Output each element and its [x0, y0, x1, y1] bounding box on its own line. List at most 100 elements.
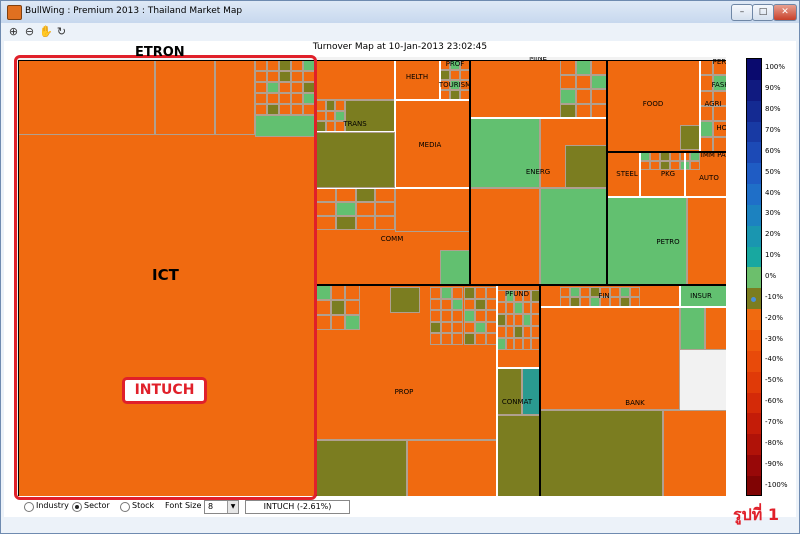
stock-cell[interactable]: [690, 152, 700, 161]
stock-cell[interactable]: [441, 333, 453, 345]
stock-cell[interactable]: [531, 326, 540, 338]
stock-cell[interactable]: [485, 310, 497, 322]
stock-cell[interactable]: [345, 285, 360, 300]
stock-cell[interactable]: [267, 93, 279, 104]
stock-cell[interactable]: [316, 60, 395, 100]
stock-cell[interactable]: [441, 298, 453, 311]
stock-cell[interactable]: [291, 82, 303, 93]
stock-cell[interactable]: [325, 110, 336, 122]
stock-cell[interactable]: [570, 287, 580, 297]
stock-cell[interactable]: [470, 188, 540, 285]
pan-hand-icon[interactable]: ✋: [39, 25, 53, 38]
stock-cell[interactable]: [279, 93, 291, 104]
stock-cell[interactable]: [291, 104, 303, 115]
stock-cell[interactable]: [514, 290, 523, 302]
stock-cell[interactable]: [540, 410, 663, 496]
stock-cell[interactable]: [713, 75, 726, 91]
stock-cell[interactable]: [570, 297, 580, 307]
stock-cell[interactable]: [325, 100, 336, 111]
stock-cell[interactable]: [155, 60, 215, 135]
stock-cell[interactable]: [279, 82, 291, 93]
stock-cell[interactable]: [650, 152, 660, 161]
stock-cell[interactable]: [690, 161, 700, 170]
stock-cell[interactable]: [663, 410, 726, 496]
stock-cell[interactable]: [335, 216, 356, 230]
stock-cell[interactable]: [430, 333, 442, 345]
stock-cell[interactable]: [390, 287, 420, 313]
maximize-button[interactable]: □: [752, 4, 774, 21]
stock-cell[interactable]: [670, 152, 680, 161]
stock-cell[interactable]: [463, 333, 475, 345]
stock-cell[interactable]: [590, 287, 600, 297]
stock-cell[interactable]: [440, 250, 470, 285]
intuch-stock-label[interactable]: INTUCH: [122, 377, 207, 404]
stock-cell[interactable]: [700, 136, 714, 152]
stock-cell[interactable]: [335, 110, 345, 122]
stock-cell[interactable]: [316, 216, 336, 230]
stock-cell[interactable]: [560, 297, 570, 307]
stock-cell[interactable]: [497, 368, 522, 415]
stock-cell[interactable]: [485, 287, 497, 299]
stock-cell[interactable]: [540, 188, 607, 285]
stock-cell[interactable]: [330, 300, 346, 315]
stock-cell[interactable]: [591, 89, 607, 104]
stock-cell[interactable]: [680, 125, 700, 150]
stock-cell[interactable]: [600, 287, 610, 297]
stock-cell[interactable]: [687, 197, 726, 285]
stock-radio-label[interactable]: Stock: [132, 501, 155, 510]
stock-cell[interactable]: [291, 71, 303, 82]
rotate-icon[interactable]: ↻: [56, 25, 67, 38]
stock-cell[interactable]: [441, 287, 453, 299]
stock-cell[interactable]: [514, 314, 523, 326]
stock-cell[interactable]: [335, 100, 345, 111]
stock-cell[interactable]: [560, 60, 576, 75]
stock-cell[interactable]: [267, 71, 279, 82]
stock-cell[interactable]: [355, 188, 376, 202]
stock-cell[interactable]: [485, 333, 497, 345]
stock-cell[interactable]: [316, 132, 395, 188]
stock-cell[interactable]: [713, 136, 726, 152]
stock-cell[interactable]: [463, 298, 475, 311]
stock-cell[interactable]: [395, 100, 470, 188]
stock-cell[interactable]: [540, 307, 680, 410]
stock-cell[interactable]: [375, 216, 395, 230]
stock-cell[interactable]: [279, 71, 291, 82]
stock-cell[interactable]: [575, 74, 592, 89]
stock-cell[interactable]: [522, 326, 532, 338]
stock-cell[interactable]: [591, 60, 607, 75]
stock-cell[interactable]: [355, 202, 376, 216]
chevron-down-icon[interactable]: ▼: [227, 501, 238, 513]
stock-cell[interactable]: [450, 90, 460, 100]
stock-cell[interactable]: [610, 287, 620, 297]
stock-cell[interactable]: [463, 310, 475, 322]
stock-cell[interactable]: [560, 103, 576, 118]
stock-cell[interactable]: [316, 100, 326, 111]
industry-radio-label[interactable]: Industry: [36, 501, 69, 510]
stock-cell[interactable]: [316, 440, 407, 496]
stock-cell[interactable]: [705, 307, 726, 350]
stock-cell[interactable]: [700, 60, 714, 76]
stock-cell[interactable]: [407, 440, 497, 496]
stock-cell[interactable]: [514, 326, 523, 338]
zoom-out-icon[interactable]: ⊖: [24, 25, 35, 38]
stock-cell[interactable]: [430, 287, 442, 299]
stock-cell[interactable]: [474, 321, 486, 334]
stock-cell[interactable]: [452, 310, 464, 322]
stock-cell[interactable]: [531, 338, 540, 350]
stock-cell[interactable]: [255, 71, 267, 82]
stock-cell[interactable]: [215, 60, 255, 135]
stock-cell[interactable]: [522, 314, 532, 326]
stock-cell[interactable]: [325, 121, 336, 132]
stock-cell[interactable]: [713, 90, 726, 106]
stock-cell[interactable]: [485, 321, 497, 334]
stock-cell[interactable]: [474, 287, 486, 299]
stock-cell[interactable]: [452, 298, 464, 311]
stock-cell[interactable]: [680, 307, 705, 350]
stock-cell[interactable]: [440, 90, 450, 100]
stock-cell[interactable]: [610, 297, 620, 307]
industry-radio[interactable]: [24, 502, 34, 512]
stock-cell[interactable]: [441, 321, 453, 334]
stock-cell[interactable]: [620, 287, 630, 297]
stock-cell[interactable]: [463, 287, 475, 299]
stock-cell[interactable]: [463, 321, 475, 334]
